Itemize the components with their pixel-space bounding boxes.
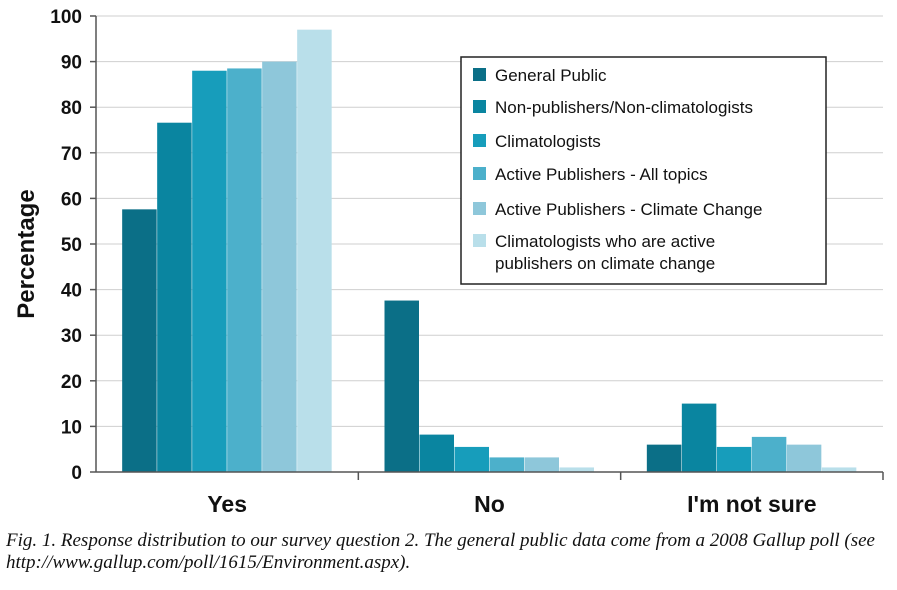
- bar: [384, 300, 419, 472]
- legend-swatch: [473, 167, 486, 180]
- legend-swatch: [473, 134, 486, 147]
- legend-label: publishers on climate change: [495, 254, 715, 273]
- bars: [122, 29, 857, 473]
- bar: [524, 457, 559, 472]
- bar: [559, 467, 594, 472]
- bar: [786, 444, 822, 472]
- legend-box: [460, 56, 827, 285]
- bar-chart: 0 10 20 30 40 50 60 70 80 90 100 Yes No I'm not sure…: [13, 7, 884, 517]
- legend-swatch: [473, 234, 486, 247]
- bar: [122, 209, 157, 472]
- bar: [419, 434, 454, 472]
- bar: [681, 403, 717, 472]
- legend-label: Active Publishers - Climate Change: [495, 200, 762, 219]
- bar: [227, 68, 262, 472]
- legend-swatch: [473, 100, 486, 113]
- legend-label: General Public: [495, 66, 607, 85]
- y-tick-label: 50: [61, 235, 82, 256]
- y-tick-label: 10: [61, 417, 82, 438]
- legend-swatch: [473, 202, 486, 215]
- bar: [454, 446, 489, 472]
- legend: General Public Non-publishers/Non-climato…: [460, 56, 827, 285]
- y-tick-label: 30: [61, 326, 82, 347]
- bar: [821, 467, 857, 472]
- y-axis-ticks: 0 10 20 30 40 50 60 70 80 90 100: [50, 7, 96, 484]
- y-tick-label: 0: [71, 463, 82, 484]
- x-category-label: I'm not sure: [687, 491, 816, 517]
- legend-label: Active Publishers - All topics: [495, 165, 708, 184]
- legend-label: Climatologists: [495, 132, 601, 151]
- bar: [751, 436, 787, 472]
- y-tick-label: 80: [61, 98, 82, 119]
- x-axis-categories: Yes No I'm not sure: [207, 472, 884, 517]
- bar: [489, 457, 524, 472]
- bar: [297, 29, 332, 473]
- y-tick-label: 90: [61, 53, 82, 74]
- x-category-label: Yes: [207, 491, 247, 517]
- bar: [157, 122, 192, 472]
- legend-swatch: [473, 68, 486, 81]
- x-category-label: No: [474, 491, 505, 517]
- y-tick-label: 70: [61, 144, 82, 165]
- bar: [192, 70, 227, 472]
- bar: [716, 446, 752, 472]
- y-tick-label: 40: [61, 281, 82, 302]
- bar: [262, 61, 297, 472]
- y-tick-label: 20: [61, 372, 82, 393]
- figure-caption: Fig. 1. Response distribution to our sur…: [6, 530, 875, 573]
- y-tick-label: 60: [61, 189, 82, 210]
- legend-label: Non-publishers/Non-climatologists: [495, 98, 753, 117]
- legend-label: Climatologists who are active: [495, 232, 715, 251]
- y-tick-label: 100: [50, 7, 82, 28]
- y-axis-label: Percentage: [13, 189, 40, 318]
- bar: [646, 444, 682, 472]
